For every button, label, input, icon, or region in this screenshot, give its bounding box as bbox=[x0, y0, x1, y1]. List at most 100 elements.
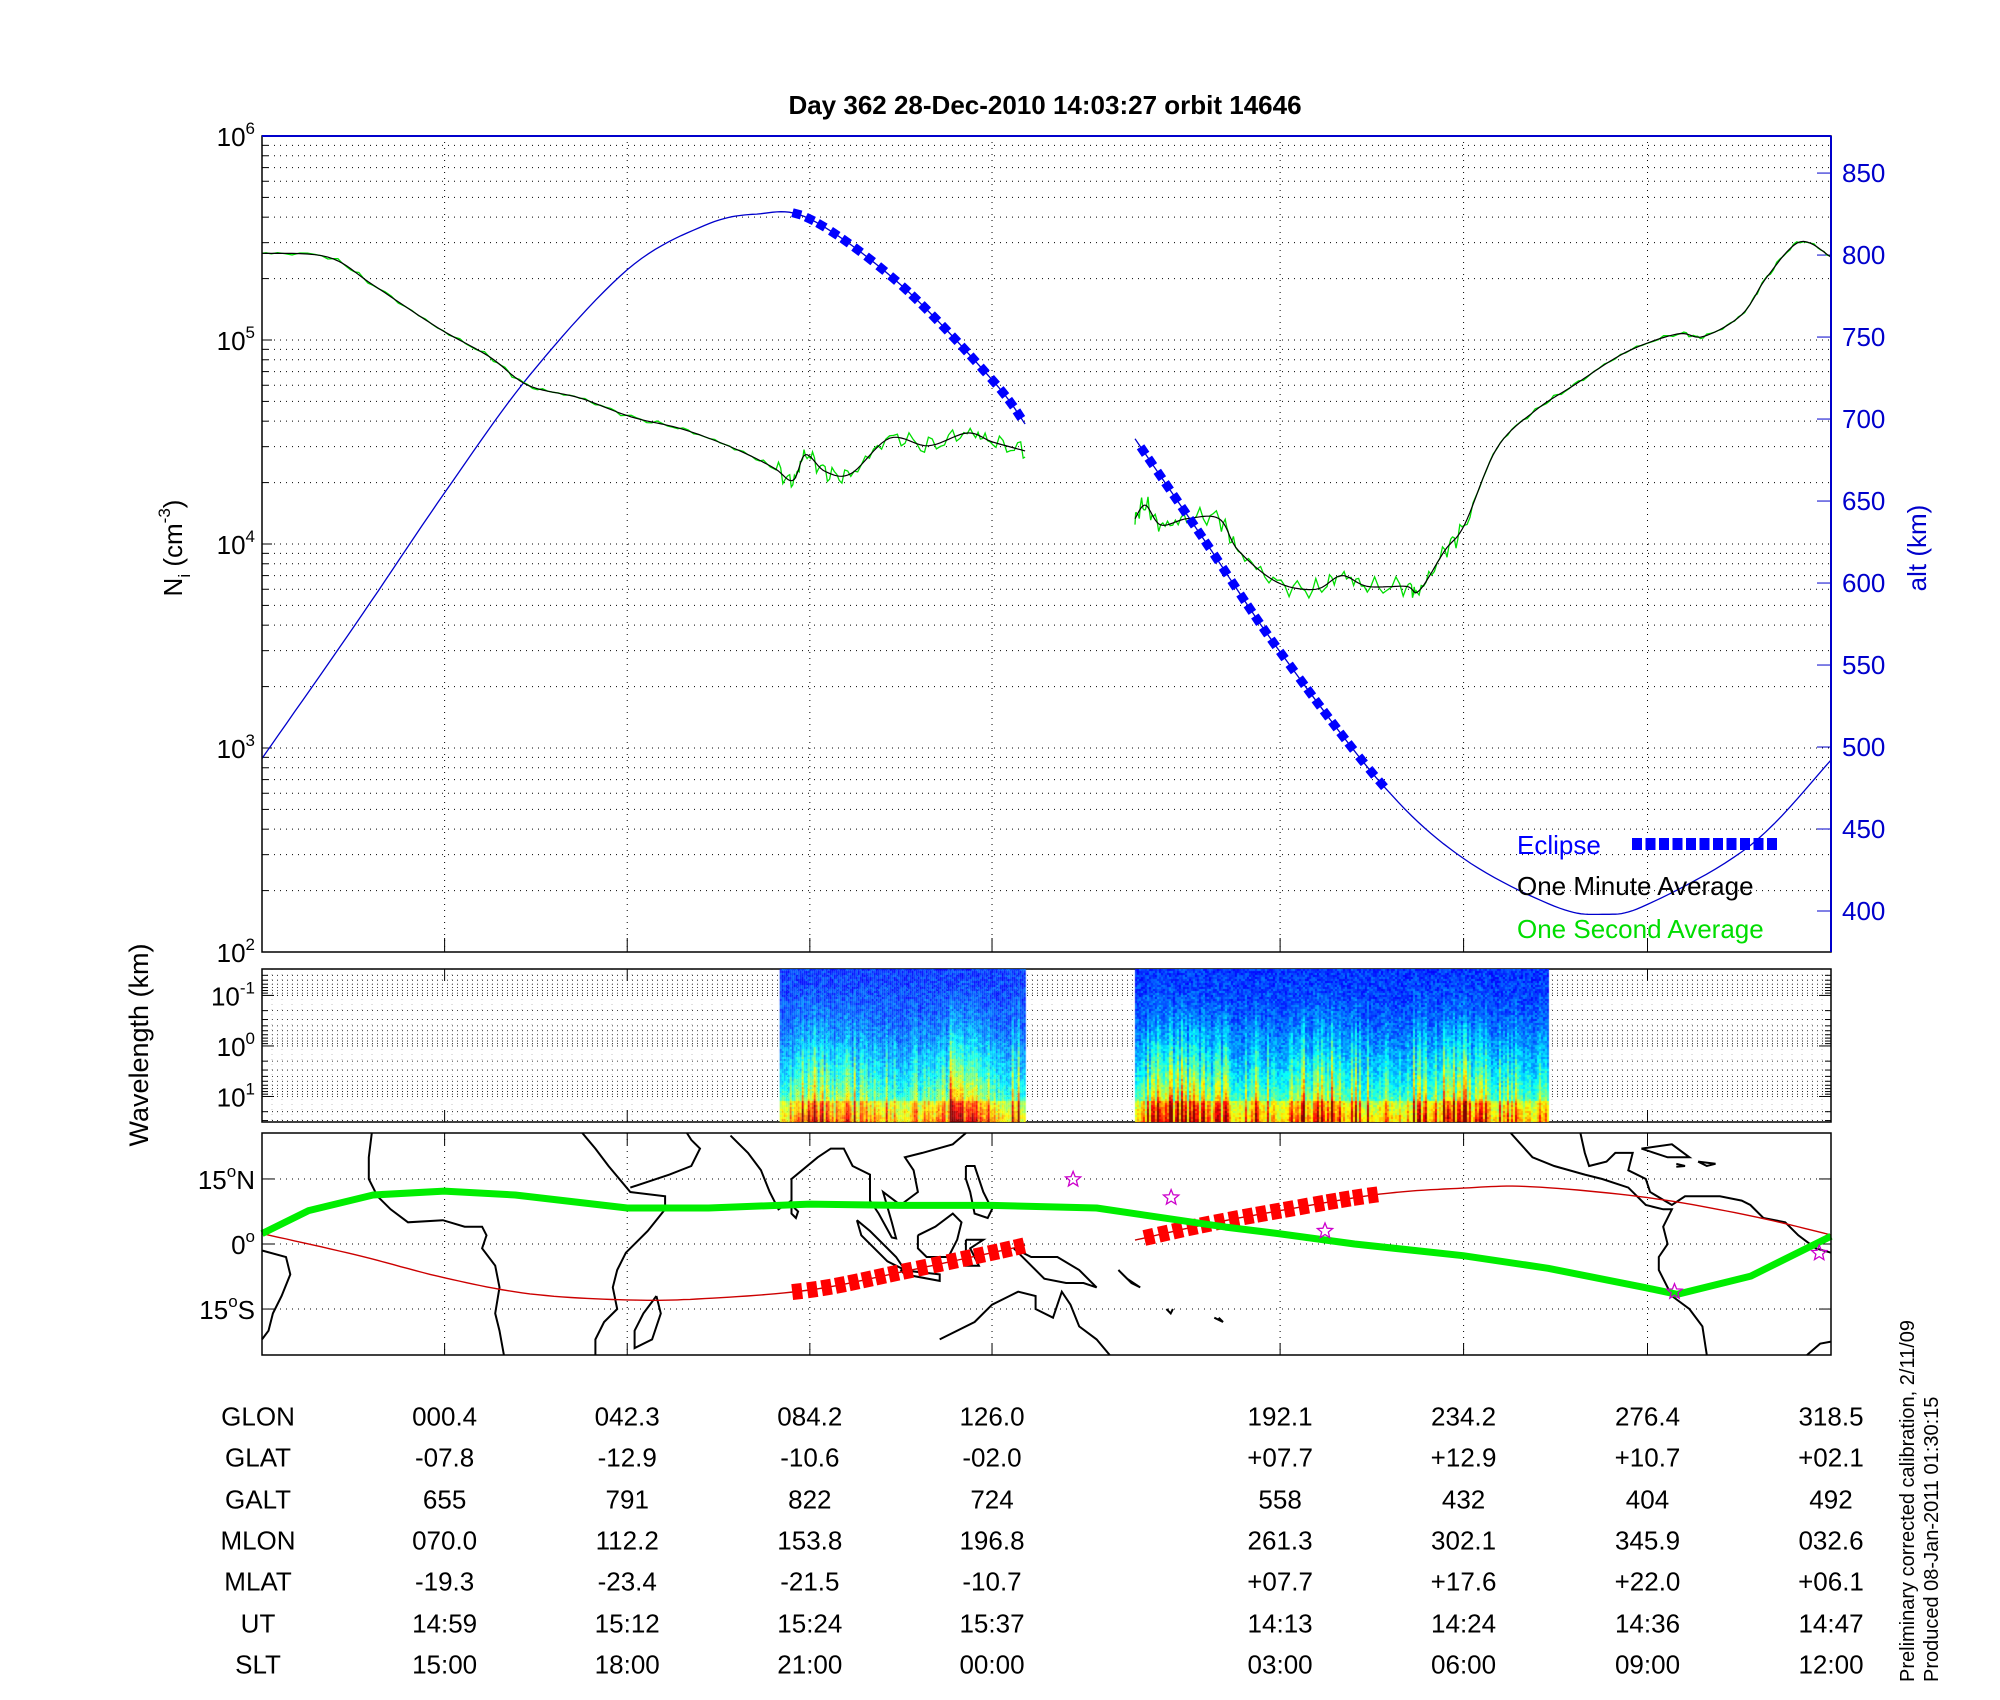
coastline bbox=[1641, 1143, 1693, 1159]
eclipse-track-marker bbox=[1269, 1202, 1283, 1221]
star-marker bbox=[1315, 1221, 1335, 1239]
eclipse-marker bbox=[908, 291, 922, 305]
table-row-label: GLAT bbox=[225, 1442, 291, 1473]
eclipse-marker bbox=[1136, 444, 1150, 457]
coastline bbox=[916, 1212, 963, 1258]
table-cell: 14:47 bbox=[1798, 1608, 1864, 1638]
spectrogram-y-tick-label: 10-1 bbox=[211, 978, 255, 1011]
eclipse-marker bbox=[1251, 613, 1264, 626]
one-second-average-line bbox=[1134, 241, 1832, 600]
table-cell: 126.0 bbox=[959, 1401, 1025, 1432]
eclipse-track-marker bbox=[820, 1278, 833, 1297]
latitude-tick-label: 0o bbox=[231, 1227, 255, 1260]
eclipse-track-marker bbox=[999, 1240, 1013, 1259]
one-minute-average-line bbox=[1134, 240, 1832, 594]
legend-eclipse-swatch bbox=[1699, 838, 1710, 850]
eclipse-marker bbox=[987, 375, 1000, 388]
spectrogram-image bbox=[262, 969, 1831, 1122]
table-cell: 000.4 bbox=[412, 1401, 478, 1432]
legend-eclipse-swatch bbox=[1632, 838, 1642, 850]
table-cell: 070.0 bbox=[412, 1525, 478, 1556]
coastline bbox=[261, 1249, 292, 1340]
eclipse-marker bbox=[1201, 538, 1214, 551]
eclipse-marker bbox=[1267, 636, 1280, 650]
alt-tick-label: 500 bbox=[1842, 732, 1885, 762]
table-cell: 042.3 bbox=[594, 1401, 660, 1432]
latitude-tick-label: 15oN bbox=[198, 1162, 255, 1195]
eclipse-track-marker bbox=[1351, 1188, 1365, 1206]
star-marker bbox=[1809, 1243, 1829, 1262]
coastline bbox=[1697, 1160, 1716, 1168]
eclipse-marker bbox=[1236, 591, 1249, 604]
eclipse-marker bbox=[996, 386, 1010, 399]
legend-eclipse-swatch bbox=[1645, 838, 1656, 850]
eclipse-marker bbox=[1276, 648, 1289, 662]
coastline bbox=[939, 1289, 1111, 1356]
eclipse-track-marker bbox=[1312, 1194, 1326, 1213]
table-cell: 15:12 bbox=[594, 1608, 660, 1638]
eclipse-marker bbox=[938, 321, 952, 335]
legend-eclipse-swatch bbox=[1740, 838, 1750, 850]
eclipse-track-marker bbox=[1282, 1200, 1296, 1218]
coastline bbox=[629, 1132, 702, 1189]
alt-tick-label: 600 bbox=[1842, 568, 1885, 598]
eclipse-track-marker bbox=[945, 1252, 959, 1271]
coastline bbox=[1579, 1132, 1832, 1254]
table-cell: +07.7 bbox=[1247, 1442, 1313, 1473]
table-cell: 655 bbox=[422, 1484, 467, 1515]
eclipse-marker bbox=[1344, 740, 1358, 753]
eclipse-track-marker bbox=[986, 1243, 1001, 1262]
table-cell: 724 bbox=[970, 1484, 1014, 1515]
eclipse-track-marker bbox=[1297, 1197, 1310, 1216]
table-cell: 822 bbox=[788, 1484, 832, 1515]
eclipse-marker bbox=[928, 311, 942, 325]
table-cell: 302.1 bbox=[1431, 1525, 1497, 1556]
coastline bbox=[581, 1132, 667, 1355]
table-row-label: MLAT bbox=[224, 1566, 292, 1597]
eclipse-track-marker bbox=[806, 1281, 819, 1299]
alt-tick-label: 450 bbox=[1842, 814, 1885, 844]
eclipse-track-marker bbox=[915, 1258, 929, 1277]
table-cell: 153.8 bbox=[777, 1525, 843, 1556]
eclipse-track-marker bbox=[1366, 1186, 1379, 1204]
eclipse-marker bbox=[1012, 408, 1026, 421]
coastline bbox=[633, 1295, 662, 1350]
table-cell: -07.8 bbox=[414, 1442, 475, 1473]
table-cell: 032.6 bbox=[1798, 1525, 1864, 1556]
eclipse-marker bbox=[1185, 516, 1199, 529]
table-cell: 18:00 bbox=[594, 1649, 660, 1680]
table-cell: 14:36 bbox=[1614, 1608, 1681, 1638]
legend-eclipse-swatch bbox=[1726, 838, 1737, 850]
eclipse-track-marker bbox=[1241, 1207, 1255, 1226]
eclipse-marker bbox=[1375, 777, 1388, 791]
eclipse-marker bbox=[791, 208, 803, 220]
eclipse-marker bbox=[1328, 718, 1341, 732]
eclipse-marker bbox=[887, 272, 900, 285]
legend-one-minute-label: One Minute Average bbox=[1517, 871, 1754, 901]
table-cell: 112.2 bbox=[595, 1525, 659, 1556]
coastline bbox=[1013, 1247, 1098, 1289]
table-row-label: UT bbox=[240, 1608, 276, 1638]
eclipse-marker bbox=[1355, 753, 1368, 767]
eclipse-marker bbox=[898, 282, 912, 296]
eclipse-marker bbox=[1285, 661, 1299, 675]
table-row-label: SLT bbox=[235, 1649, 281, 1680]
table-row-label: GALT bbox=[225, 1484, 291, 1515]
coastline bbox=[1165, 1308, 1174, 1316]
alt-tick-label: 750 bbox=[1842, 322, 1885, 352]
eclipse-track-marker bbox=[972, 1246, 987, 1265]
eclipse-track-marker bbox=[1325, 1192, 1339, 1211]
eclipse-marker bbox=[1004, 396, 1018, 410]
legend-eclipse-swatch bbox=[1686, 838, 1696, 850]
table-cell: 09:00 bbox=[1614, 1649, 1681, 1680]
eclipse-marker bbox=[1365, 766, 1379, 779]
eclipse-marker bbox=[966, 352, 980, 366]
table-cell: 558 bbox=[1258, 1484, 1302, 1515]
coastline bbox=[790, 1204, 800, 1220]
table-cell: -12.9 bbox=[597, 1442, 657, 1473]
table-cell: 432 bbox=[1441, 1484, 1486, 1515]
eclipse-marker bbox=[1336, 729, 1349, 743]
alt-tick-label: 650 bbox=[1842, 486, 1885, 516]
legend-eclipse-swatch bbox=[1713, 838, 1723, 850]
eclipse-marker bbox=[1303, 686, 1317, 699]
